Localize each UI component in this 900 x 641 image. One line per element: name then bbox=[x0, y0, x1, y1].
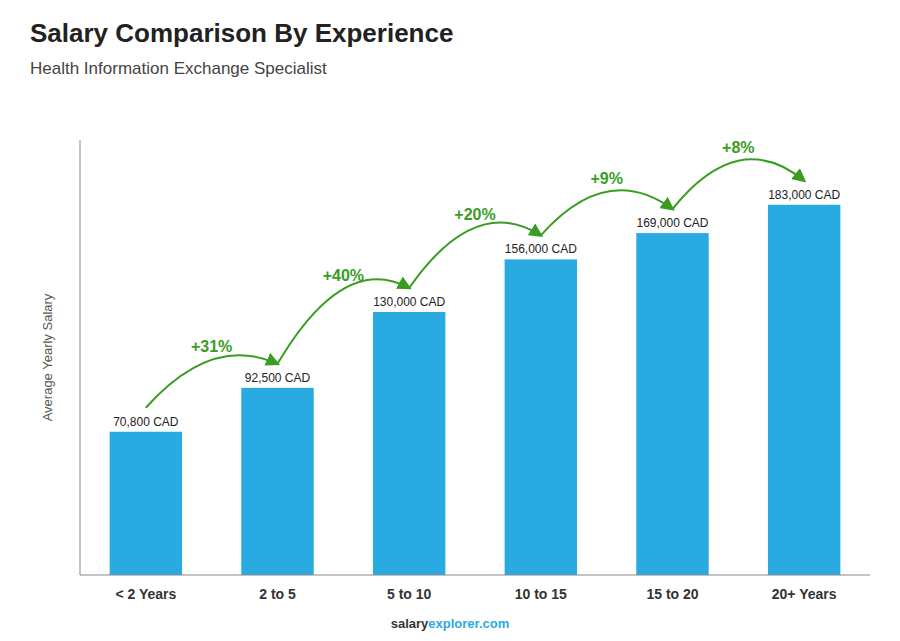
data-label: 92,500 CAD bbox=[245, 371, 311, 385]
y-axis-line bbox=[80, 140, 81, 575]
bar bbox=[110, 432, 182, 575]
annotation: +8% bbox=[722, 139, 754, 156]
footer-part: salary bbox=[391, 616, 429, 631]
bar bbox=[241, 388, 313, 575]
data-label: 183,000 CAD bbox=[768, 188, 840, 202]
x-axis-line bbox=[80, 575, 870, 576]
data-label: 156,000 CAD bbox=[505, 242, 577, 256]
annotation: +20% bbox=[454, 206, 495, 223]
x-tick-label: < 2 Years bbox=[115, 586, 176, 602]
annotation-arc bbox=[278, 279, 410, 364]
bar bbox=[636, 233, 708, 575]
data-label: 70,800 CAD bbox=[113, 415, 179, 429]
title: Salary Comparison By Experience bbox=[30, 18, 453, 48]
x-tick-label: 2 to 5 bbox=[259, 586, 296, 602]
annotation: +40% bbox=[323, 267, 364, 284]
bar bbox=[373, 312, 445, 575]
x-tick-label: 10 to 15 bbox=[515, 586, 567, 602]
x-tick-label: 15 to 20 bbox=[646, 586, 698, 602]
x-tick-label: 20+ Years bbox=[772, 586, 837, 602]
bar bbox=[505, 259, 577, 575]
y-axis-label: Average Yearly Salary bbox=[40, 293, 55, 421]
footer-part: explorer.com bbox=[428, 616, 509, 631]
data-label: 130,000 CAD bbox=[373, 295, 445, 309]
annotation-arc bbox=[409, 222, 541, 288]
annotation: +9% bbox=[590, 170, 622, 187]
data-label: 169,000 CAD bbox=[636, 216, 708, 230]
subtitle: Health Information Exchange Specialist bbox=[30, 59, 327, 78]
footer: salaryexplorer.com bbox=[391, 616, 510, 631]
chart-svg: Salary Comparison By Experience Health In… bbox=[0, 0, 900, 641]
annotation-arc bbox=[146, 355, 278, 408]
bars bbox=[110, 205, 841, 575]
annotation-arc bbox=[541, 190, 673, 235]
annotation: +31% bbox=[191, 338, 232, 355]
bar bbox=[768, 205, 840, 575]
chart-container: Salary Comparison By Experience Health In… bbox=[0, 0, 900, 641]
x-tick-label: 5 to 10 bbox=[387, 586, 432, 602]
annotation-arc bbox=[673, 159, 805, 209]
